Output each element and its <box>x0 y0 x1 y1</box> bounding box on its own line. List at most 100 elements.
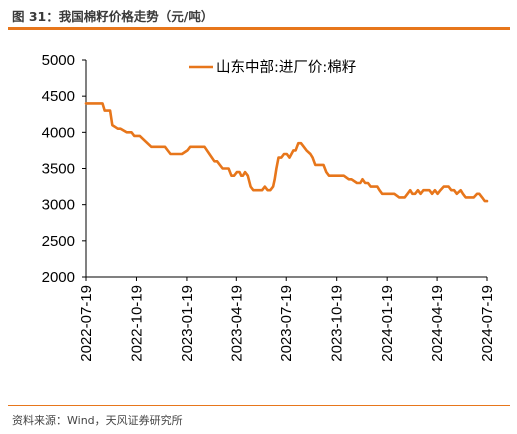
x-tick-label: 2023-07-19 <box>278 285 295 362</box>
data-point <box>468 197 469 198</box>
data-point <box>432 193 433 194</box>
data-point <box>326 172 327 173</box>
data-point <box>241 175 242 176</box>
data-point <box>331 175 332 176</box>
data-point <box>293 150 294 151</box>
data-point <box>462 193 463 194</box>
y-tick-label: 4500 <box>42 88 75 105</box>
data-point <box>379 190 380 191</box>
source-note: 资料来源：Wind，天风证券研究所 <box>12 414 183 427</box>
data-point <box>231 175 232 176</box>
data-point <box>242 175 243 176</box>
data-point <box>201 146 202 147</box>
data-point <box>417 190 418 191</box>
data-point <box>222 168 223 169</box>
data-point <box>445 186 446 187</box>
data-point <box>134 135 135 136</box>
data-point <box>191 146 192 147</box>
data-point <box>377 186 378 187</box>
data-point <box>102 103 103 104</box>
data-point <box>289 157 290 158</box>
data-point <box>365 182 366 183</box>
x-tick-label: 2022-10-19 <box>128 285 145 362</box>
data-point <box>112 125 113 126</box>
data-point <box>270 190 271 191</box>
data-point <box>423 190 424 191</box>
data-point <box>484 201 485 202</box>
data-point <box>278 157 279 158</box>
data-point <box>410 190 411 191</box>
data-point <box>250 186 251 187</box>
data-point <box>412 193 413 194</box>
data-point <box>257 190 258 191</box>
data-point <box>131 132 132 133</box>
data-point <box>98 103 99 104</box>
data-point <box>434 190 435 191</box>
data-point <box>339 175 340 176</box>
data-point <box>264 186 265 187</box>
data-point <box>286 153 287 154</box>
data-point <box>104 110 105 111</box>
data-point <box>440 190 441 191</box>
data-point <box>303 146 304 147</box>
data-point <box>239 172 240 173</box>
data-point <box>139 135 140 136</box>
data-point <box>136 135 137 136</box>
data-point <box>407 193 408 194</box>
data-point <box>110 110 111 111</box>
x-tick-label: 2024-07-19 <box>479 285 496 362</box>
data-point <box>120 128 121 129</box>
data-point <box>276 168 277 169</box>
data-point <box>477 193 478 194</box>
y-tick-label: 4000 <box>42 124 75 141</box>
data-point <box>404 197 405 198</box>
chart-axes <box>85 60 487 278</box>
data-point <box>262 190 263 191</box>
data-point <box>337 175 338 176</box>
data-point <box>429 190 430 191</box>
data-point <box>373 186 374 187</box>
data-point <box>306 150 307 151</box>
data-point <box>370 186 371 187</box>
data-point <box>427 190 428 191</box>
data-point <box>382 193 383 194</box>
data-point <box>394 193 395 194</box>
y-tick-label: 2500 <box>42 233 75 250</box>
chart-legend: 山东中部:进厂价:棉籽 <box>189 59 356 76</box>
data-point <box>281 157 282 158</box>
y-tick-label: 2000 <box>42 269 75 286</box>
data-point <box>151 146 152 147</box>
y-tick-label: 3000 <box>42 197 75 214</box>
data-point <box>117 128 118 129</box>
data-point <box>420 193 421 194</box>
data-point <box>85 103 86 104</box>
bottom-divider <box>8 405 510 406</box>
data-point <box>362 179 363 180</box>
figure-title: 图 31：我国棉籽价格走势（元/吨） <box>12 9 214 24</box>
data-point <box>187 150 188 151</box>
data-point <box>460 190 461 191</box>
data-point <box>387 193 388 194</box>
series-line <box>84 102 489 203</box>
x-tick-label: 2023-01-19 <box>179 285 196 362</box>
data-point <box>321 164 322 165</box>
data-point <box>300 143 301 144</box>
data-point <box>315 164 316 165</box>
data-point <box>401 197 402 198</box>
data-point <box>198 146 199 147</box>
data-point <box>443 186 444 187</box>
data-point <box>298 143 299 144</box>
data-point <box>196 146 197 147</box>
top-divider <box>8 27 510 30</box>
data-point <box>399 197 400 198</box>
data-point <box>181 153 182 154</box>
data-point <box>448 186 449 187</box>
data-point <box>160 146 161 147</box>
data-point <box>209 153 210 154</box>
data-point <box>273 186 274 187</box>
data-point <box>479 193 480 194</box>
legend-label: 山东中部:进厂价:棉籽 <box>216 59 356 76</box>
data-point <box>319 164 320 165</box>
data-point <box>328 175 329 176</box>
